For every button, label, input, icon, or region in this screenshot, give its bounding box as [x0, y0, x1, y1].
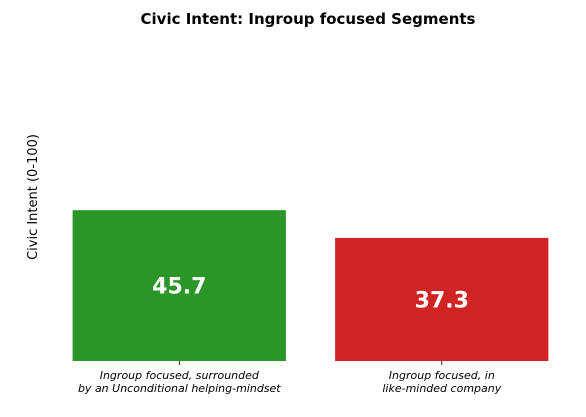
x-tick-label-2: Ingroup focused, in like-minded company — [382, 369, 501, 395]
y-axis-label: Civic Intent (0-100) — [26, 134, 41, 260]
bar-value-label-1: 45.7 — [152, 275, 206, 300]
x-tick-label-1-line-2: by an Unconditional helping-mindset — [78, 382, 281, 395]
chart-title: Civic Intent: Ingroup focused Segments — [141, 10, 476, 28]
x-tick-label-2-line-2: like-minded company — [382, 382, 501, 395]
x-tick-label-1-line-1: Ingroup focused, surrounded — [100, 369, 260, 382]
x-axis: Ingroup focused, surrounded by an Uncondi… — [78, 361, 502, 395]
x-tick-label-1: Ingroup focused, surrounded by an Uncondi… — [78, 369, 281, 395]
bar-value-label-2: 37.3 — [415, 289, 469, 314]
bar-1 — [72, 210, 286, 361]
bar-2 — [335, 237, 549, 361]
x-tick-label-2-line-1: Ingroup focused, in — [389, 369, 495, 382]
bars-layer: 45.7 37.3 — [72, 210, 549, 361]
